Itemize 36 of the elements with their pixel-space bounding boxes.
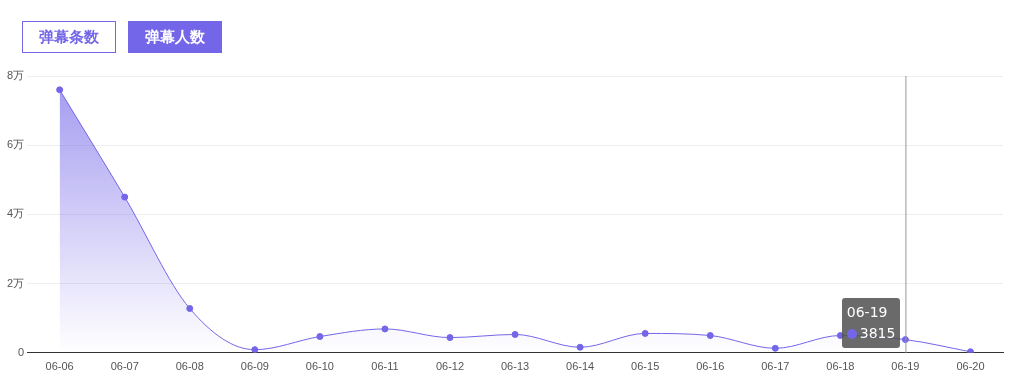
point [186,305,194,313]
x-tick-label: 06-07 [110,360,139,373]
x-tick-label: 06-12 [435,360,465,373]
point [706,332,714,339]
text: 弹幕人数 [128,21,222,53]
x-tick-label: 06-14 [566,360,595,373]
y-tick-label: 8万 [6,69,25,82]
x-tick-label: 06-18 [826,360,855,373]
y-tick-label: 0 [17,345,25,358]
x-tick-label: 06-13 [500,360,530,373]
point [641,329,649,337]
x-tick-label: 06-20 [956,360,985,373]
annotation: 3815 [859,324,896,341]
point [56,86,64,94]
x-tick-label: 06-09 [240,360,269,373]
x-tick-label: 06-16 [696,360,725,373]
text: 弹幕条数 [22,21,116,53]
x-tick-label: 06-11 [371,360,399,373]
point [316,333,324,341]
y-tick-label: 2万 [6,276,25,289]
point [446,334,454,342]
y-tick-label: 4万 [6,207,25,220]
x-tick-label: 06-10 [305,360,334,373]
x-tick-label: 06-19 [891,360,920,373]
point [771,344,779,352]
point [251,346,259,353]
x-tick-label: 06-08 [175,360,204,373]
point [511,330,519,338]
point [576,343,584,351]
x-tick-label: 06-15 [631,360,660,373]
x-tick-label: 06-17 [761,360,790,373]
tooltip: 06-19 3815 [841,297,901,348]
point [121,193,129,201]
x-tick-label: 06-06 [45,360,74,373]
point [381,325,389,333]
y-tick-label: 6万 [6,138,25,151]
